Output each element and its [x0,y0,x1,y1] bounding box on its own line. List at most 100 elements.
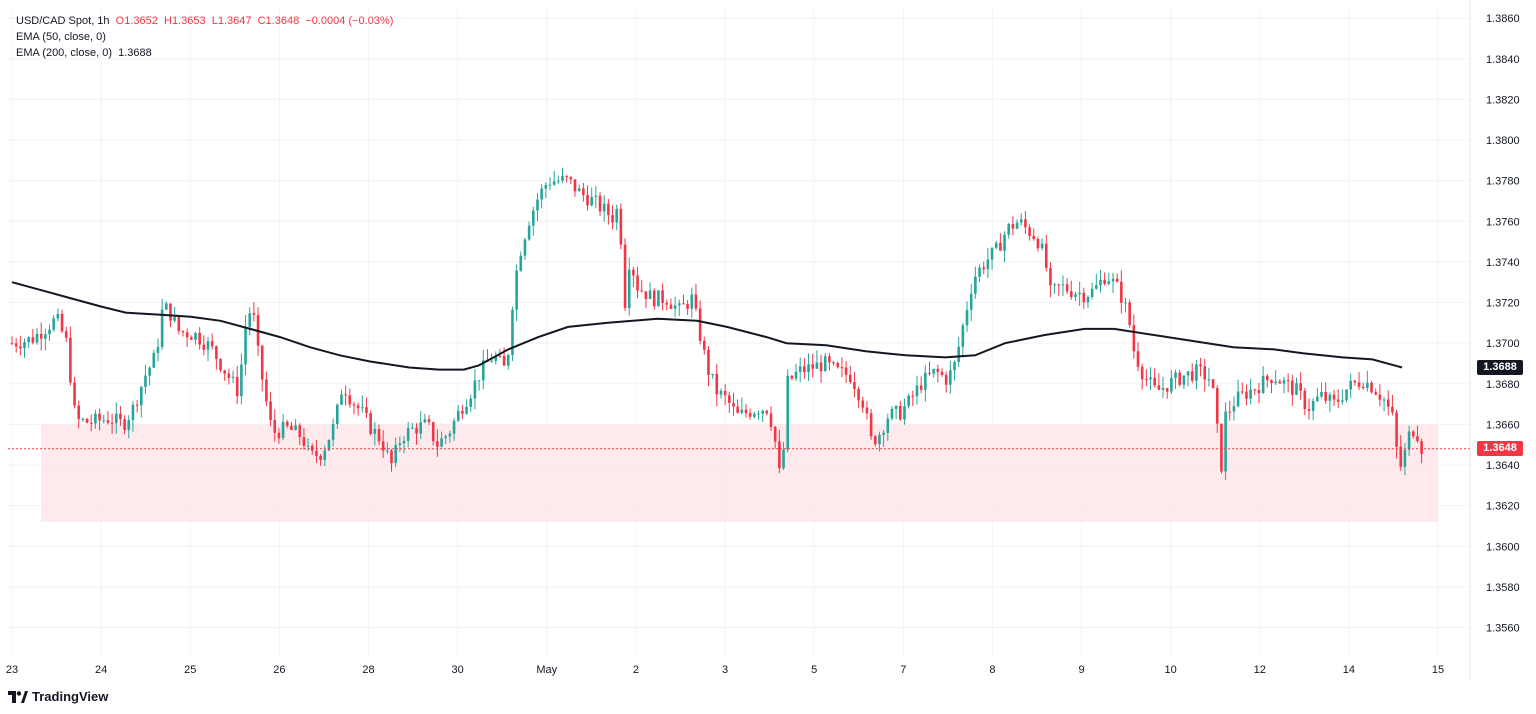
candle-body [686,304,689,309]
candle-body [427,419,431,423]
candle-body [398,443,402,446]
candle-body [390,450,393,464]
tradingview-logo-icon [8,690,28,703]
time-axis: 23 24 25 26 28 30 May 2 3 5 7 8 9 10 12 14 15 [6,664,1444,676]
candle-body [836,363,840,368]
y-tick-label: 1.3860 [1486,13,1520,25]
candle-body [114,413,118,424]
candle-body [98,413,101,421]
candle-body [160,309,164,348]
candle-body [444,436,448,439]
candle-body [1178,372,1182,385]
candle-body [515,270,518,310]
candle-body [527,225,531,240]
candle-body [365,407,368,414]
candle-body [944,374,948,385]
candle-body [119,413,122,420]
candle-body [1416,436,1419,442]
y-tick-label: 1.3580 [1486,582,1520,594]
candle-body [1349,380,1353,390]
candle-body [1207,379,1211,381]
candle-body [657,290,660,307]
tradingview-logo[interactable]: TradingView [8,689,108,704]
candle-body [627,269,631,309]
candle-body [1124,302,1127,304]
candle-body [848,374,852,383]
symbol-label[interactable]: USD/CAD Spot, 1h [16,15,110,27]
candle-body [1245,391,1248,399]
y-tick-label: 1.3720 [1486,298,1520,310]
open-value: O1.3652 [115,15,158,27]
candle-body [532,210,535,226]
candle-body [1407,431,1411,450]
y-tick-label: 1.3760 [1486,216,1520,228]
candle-body [39,333,43,339]
candle-body [890,408,894,419]
candle-body [1128,302,1131,326]
candle-body [381,441,385,451]
candle-body [1078,292,1081,295]
candle-body [807,364,810,373]
candle-body [961,325,965,347]
y-tick-label: 1.3700 [1486,338,1520,350]
x-tick-label: 10 [1165,664,1177,676]
candle-body [615,208,619,223]
candle-body [953,361,956,371]
candle-body [340,394,343,405]
candle-body [386,450,389,452]
x-tick-label: 25 [184,664,196,676]
candle-body [185,332,189,338]
candle-body [861,400,865,408]
ema50-legend[interactable]: EMA (50, close, 0) [16,29,393,45]
candle-body [1182,375,1186,385]
candle-body [277,432,281,439]
candle-body [335,404,339,424]
candle-body [1170,377,1173,392]
ema200-legend[interactable]: EMA (200, close, 0) 1.3688 [16,45,393,61]
candle-body [1132,325,1136,352]
candle-body [1232,406,1236,412]
candle-body [202,344,206,350]
candle-body [623,244,627,309]
candle-body [765,410,769,414]
candle-body [773,426,777,442]
candle-body [23,342,26,349]
candle-body [778,441,781,469]
candle-body [490,360,493,362]
candle-body [1111,278,1115,282]
candle-body [1211,379,1215,389]
candle-body [298,425,302,438]
candle-body [919,385,923,390]
x-tick-label: 9 [1078,664,1084,676]
candle-body [523,239,527,256]
ema50-label: EMA (50, close, 0) [16,31,106,43]
candle-body [673,305,677,309]
candle-body [565,176,568,178]
candle-body [569,176,573,180]
candle-body [269,401,272,421]
candle-body [169,303,172,321]
candle-body [748,413,752,417]
candle-body [1053,284,1056,286]
x-tick-label: May [536,664,557,676]
candle-body [265,379,268,402]
candle-body [19,346,22,349]
candle-body [694,294,698,309]
candle-body [252,313,256,315]
candle-body [1203,366,1207,380]
candle-body [1291,380,1294,395]
candle-body [619,208,623,245]
candle-body [344,394,347,396]
candle-body [648,290,652,300]
candle-body [1145,379,1148,381]
candle-body [665,302,669,305]
candle-body [27,337,30,343]
candle-body [1215,388,1219,424]
candle-body [769,413,773,427]
candle-body [127,419,131,430]
candle-body [456,410,460,421]
candle-body [260,345,264,380]
candle-body [394,445,397,464]
candle-body [1161,388,1165,390]
